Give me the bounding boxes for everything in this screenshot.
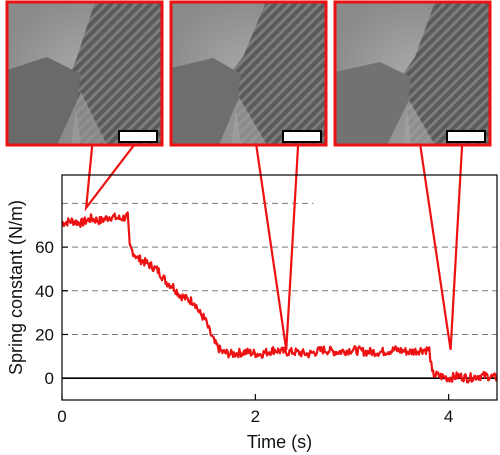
callout-2 [255,144,300,350]
scale-bar [446,130,486,143]
x-axis-ticks: 0 2 4 [57,394,453,426]
y-tick-label: 40 [35,282,54,301]
y-axis-ticks: 0 20 40 60 [35,238,68,388]
y-tick-label: 60 [35,238,54,257]
x-tick-label: 2 [251,407,260,426]
y-tick-label: 20 [35,325,54,344]
x-tick-label: 4 [444,407,453,426]
scale-bar [282,130,322,143]
callout-1 [84,144,135,212]
inset-panel-2 [169,0,328,147]
plot-area: 0 2 4 0 20 40 60 [35,144,499,426]
inset-panel-3 [333,0,492,147]
scale-bar [118,130,158,143]
callout-lines [84,144,464,350]
series-line [61,211,499,384]
inset-panel-1 [5,0,164,147]
y-tick-label: 0 [45,369,54,388]
x-tick-label: 0 [57,407,66,426]
plot-frame [61,174,498,401]
x-axis-title: Time (s) [247,432,312,452]
callout-3 [419,144,464,350]
gridlines [62,202,497,335]
y-axis-title: Spring constant (N/m) [6,200,26,375]
